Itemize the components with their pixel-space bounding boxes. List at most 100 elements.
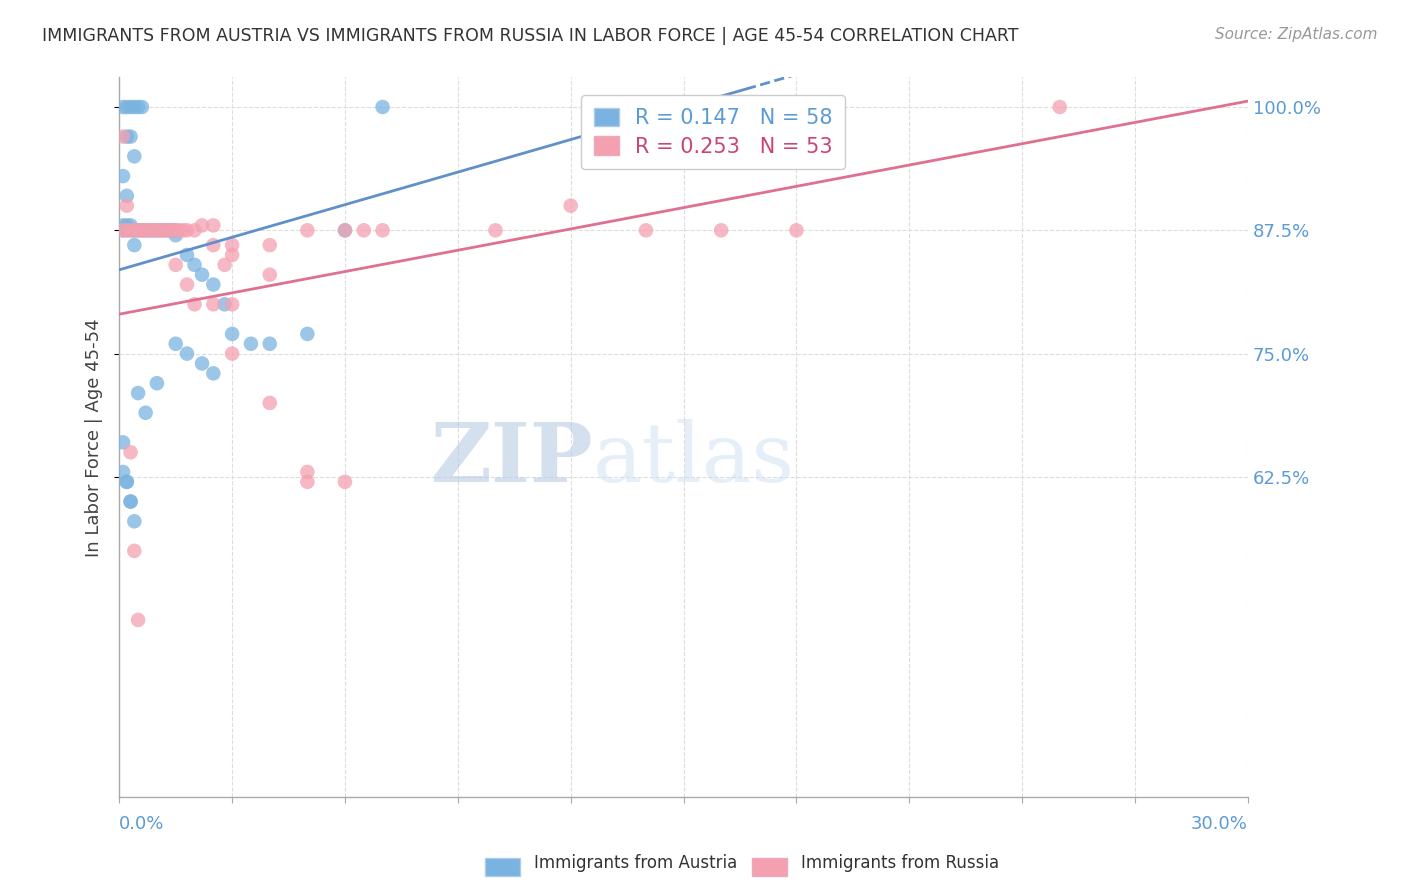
Point	[221, 326, 243, 341]
Point	[214, 258, 236, 272]
Point	[176, 277, 198, 292]
Point	[120, 494, 142, 508]
Point	[146, 376, 169, 391]
Point	[149, 223, 172, 237]
Point	[112, 435, 135, 450]
Point	[115, 223, 138, 237]
Point	[124, 223, 146, 237]
Y-axis label: In Labor Force | Age 45-54: In Labor Force | Age 45-54	[86, 318, 103, 557]
Point	[120, 445, 142, 459]
Point	[371, 223, 394, 237]
Point	[176, 223, 198, 237]
Legend: R = 0.147   N = 58, R = 0.253   N = 53: R = 0.147 N = 58, R = 0.253 N = 53	[581, 95, 845, 169]
Point	[371, 100, 394, 114]
Text: 30.0%: 30.0%	[1191, 815, 1249, 833]
Point	[115, 129, 138, 144]
Point	[120, 129, 142, 144]
Text: Immigrants from Austria: Immigrants from Austria	[534, 855, 738, 872]
Point	[115, 475, 138, 489]
Point	[202, 219, 225, 233]
Point	[115, 189, 138, 203]
Point	[153, 223, 176, 237]
Point	[120, 223, 142, 237]
Point	[160, 223, 183, 237]
Point	[259, 396, 281, 410]
Point	[165, 223, 187, 237]
Point	[124, 544, 146, 558]
Point	[221, 297, 243, 311]
Point	[157, 223, 180, 237]
Point	[202, 367, 225, 381]
Text: 0.0%: 0.0%	[120, 815, 165, 833]
Point	[112, 129, 135, 144]
Point	[112, 223, 135, 237]
Point	[112, 223, 135, 237]
Point	[176, 346, 198, 360]
Point	[259, 268, 281, 282]
Point	[202, 297, 225, 311]
Point	[183, 223, 205, 237]
Text: Immigrants from Russia: Immigrants from Russia	[801, 855, 1000, 872]
Point	[183, 258, 205, 272]
Point	[120, 223, 142, 237]
Point	[112, 169, 135, 183]
Point	[124, 100, 146, 114]
Point	[297, 223, 319, 237]
Point	[146, 223, 169, 237]
Point	[135, 223, 157, 237]
Point	[165, 336, 187, 351]
Point	[183, 297, 205, 311]
Point	[131, 223, 153, 237]
Point	[297, 465, 319, 479]
Point	[124, 223, 146, 237]
Point	[221, 346, 243, 360]
Point	[142, 223, 165, 237]
Point	[135, 406, 157, 420]
Point	[176, 248, 198, 262]
Point	[1049, 100, 1071, 114]
Point	[115, 199, 138, 213]
Point	[259, 336, 281, 351]
Point	[191, 356, 214, 370]
Point	[165, 258, 187, 272]
Text: atlas: atlas	[593, 419, 796, 499]
Point	[142, 223, 165, 237]
Point	[239, 336, 262, 351]
Point	[127, 100, 149, 114]
Point	[297, 475, 319, 489]
Point	[634, 223, 657, 237]
Point	[191, 268, 214, 282]
Point	[115, 100, 138, 114]
Point	[112, 100, 135, 114]
Point	[135, 223, 157, 237]
Point	[127, 613, 149, 627]
Point	[202, 238, 225, 252]
Point	[124, 149, 146, 163]
Point	[157, 223, 180, 237]
Point	[484, 223, 506, 237]
Point	[172, 223, 194, 237]
Point	[112, 219, 135, 233]
Point	[785, 223, 807, 237]
Point	[297, 326, 319, 341]
Point	[259, 238, 281, 252]
Point	[710, 100, 733, 114]
Point	[131, 223, 153, 237]
Point	[165, 228, 187, 243]
Point	[169, 223, 191, 237]
Point	[115, 223, 138, 237]
Point	[353, 223, 375, 237]
Point	[124, 238, 146, 252]
Point	[138, 223, 160, 237]
Point	[191, 219, 214, 233]
Point	[160, 223, 183, 237]
Point	[560, 199, 582, 213]
Point	[112, 465, 135, 479]
Text: ZIP: ZIP	[430, 419, 593, 499]
Point	[214, 297, 236, 311]
Point	[333, 223, 356, 237]
Point	[333, 475, 356, 489]
Point	[333, 223, 356, 237]
Point	[120, 219, 142, 233]
Point	[115, 219, 138, 233]
